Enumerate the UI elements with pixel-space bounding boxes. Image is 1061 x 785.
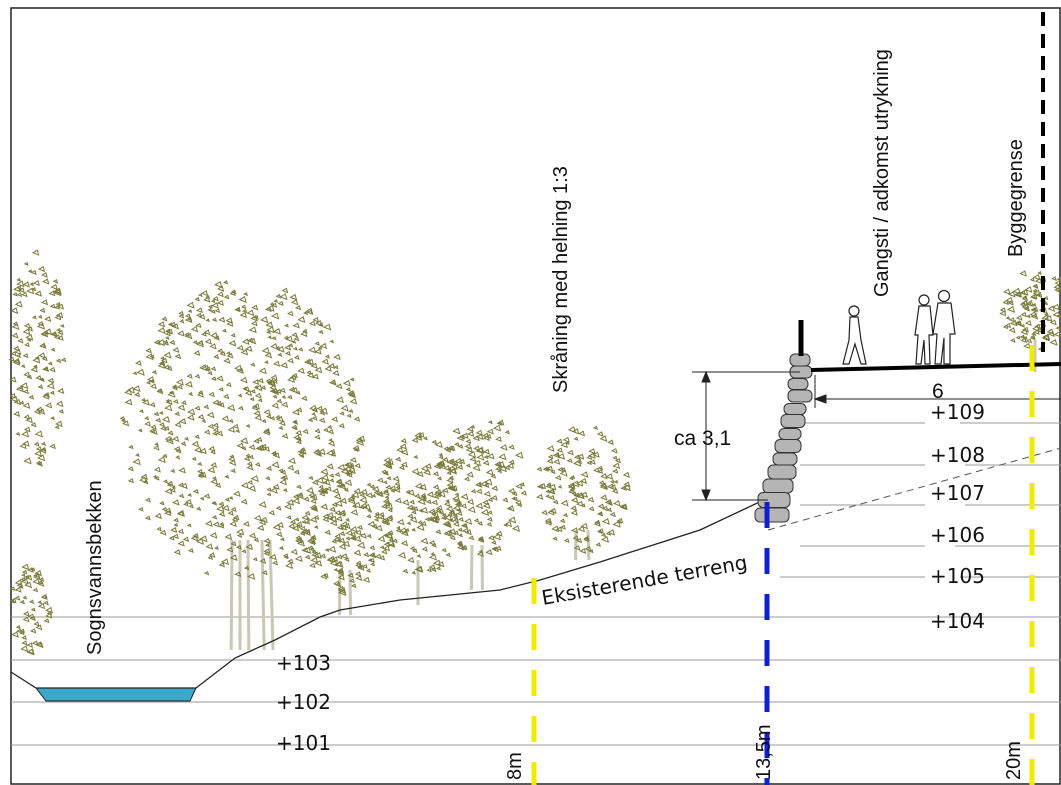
- existing-terrain-label: Eksisterende terreng: [540, 550, 749, 610]
- person-walking-icon: [842, 305, 867, 365]
- terrain-line: [10, 497, 769, 689]
- level-label: +107: [930, 481, 985, 505]
- level-grid: [11, 422, 1061, 746]
- existing-terrain-dashed: [767, 447, 1061, 531]
- width-dimension: [813, 375, 1061, 408]
- building-line-label: Byggegrense: [1005, 139, 1027, 257]
- tree-group: [8, 249, 1061, 656]
- wall-height-label: ca 3,1: [674, 427, 731, 450]
- distance-markers: [531, 345, 1035, 785]
- level-label: +104: [930, 609, 985, 633]
- stream-water: [34, 687, 197, 702]
- path-width-label: 6: [932, 380, 944, 403]
- distance-label: 20m: [1003, 741, 1025, 780]
- tree-icon: [536, 425, 631, 561]
- path-surface: [810, 362, 1061, 372]
- level-label: +101: [276, 731, 331, 755]
- tree-icon: [119, 280, 366, 651]
- slope-label: Skråning med helning 1:3: [550, 166, 572, 393]
- height-dimension: [692, 370, 800, 502]
- tree-icon: [299, 465, 394, 616]
- level-label: +102: [276, 690, 331, 714]
- level-label: +106: [930, 523, 985, 547]
- distance-label: 8m: [504, 752, 526, 780]
- tree-icon: [9, 563, 54, 656]
- tree-icon: [999, 270, 1061, 372]
- level-label: +103: [276, 651, 331, 675]
- level-label: +108: [930, 443, 985, 467]
- tree-icon: [371, 432, 467, 605]
- stream-label: Sognsvannsbekken: [84, 480, 106, 655]
- drawing-frame: [10, 7, 1061, 785]
- tree-icon: [433, 419, 527, 591]
- distance-label: 13,5m: [753, 724, 775, 780]
- level-label: +105: [930, 564, 985, 588]
- level-label: +109: [930, 400, 985, 424]
- tree-icon: [8, 249, 67, 467]
- path-label: Gangsti / adkomst utrykning: [871, 49, 893, 297]
- couple-walking-icon: [914, 289, 956, 365]
- stone-wall: [754, 353, 813, 523]
